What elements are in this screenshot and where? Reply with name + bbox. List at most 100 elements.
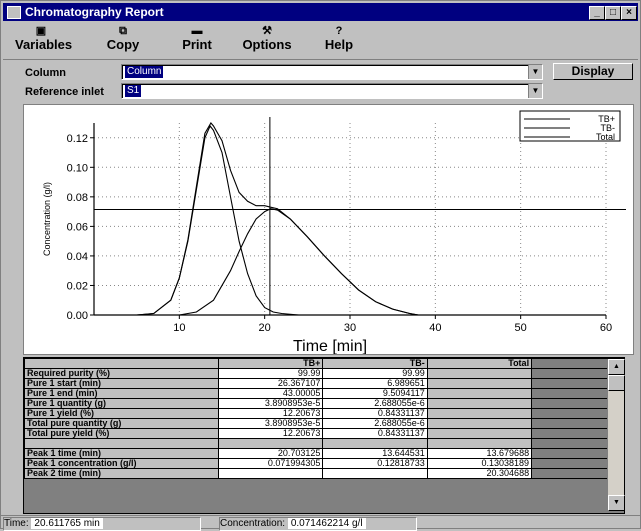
window-title: Chromatography Report (25, 5, 164, 19)
table-cell[interactable]: 20.703125 (217, 448, 324, 459)
y-tick-label: 0.04 (67, 251, 88, 263)
close-button[interactable]: × (621, 6, 637, 20)
row-label: Peak 2 time (min) (24, 468, 219, 479)
table-cell[interactable]: 0.84331137 (322, 428, 428, 439)
row-label: Peak 1 concentration (g/l) (24, 458, 219, 469)
table-cell[interactable]: 0.071994305 (217, 458, 324, 469)
row-label: Pure 1 quantity (g) (24, 398, 219, 409)
column-select[interactable]: Column ▼ (121, 64, 543, 80)
table-cell[interactable]: 6.989651 (322, 378, 428, 389)
table-cell[interactable] (426, 388, 533, 399)
row-label: Peak 1 time (min) (24, 448, 219, 459)
copy-icon: ⧉ (119, 25, 127, 37)
minimize-button[interactable]: _ (589, 6, 605, 20)
table-cell[interactable] (426, 438, 533, 449)
status-bar: Time: 20.611765 min Concentration: 0.071… (1, 515, 640, 531)
variables-button[interactable]: ▣ Variables (15, 25, 72, 52)
table-header-cell: TB- (322, 358, 428, 369)
scroll-down-icon[interactable]: ▼ (608, 495, 625, 511)
row-label: Pure 1 end (min) (24, 388, 219, 399)
options-button[interactable]: ⚒ Options (239, 25, 295, 52)
table-cell[interactable]: 2.688055e-6 (322, 398, 428, 409)
x-tick-label: 10 (173, 322, 185, 334)
help-label: Help (324, 37, 354, 52)
table-cell[interactable] (322, 468, 428, 479)
y-tick-label: 0.02 (67, 280, 88, 292)
chart-panel: 10 20 30 40 50 60 0.00 0.02 0.04 0.06 0.08 0.10 0.12… (23, 104, 634, 355)
series-line-total (136, 122, 419, 316)
table-cell[interactable] (426, 418, 533, 429)
reference-inlet-label: Reference inlet (25, 86, 104, 98)
row-label: Total pure yield (%) (24, 428, 219, 439)
table-cell[interactable] (426, 408, 533, 419)
copy-button[interactable]: ⧉ Copy (101, 25, 145, 52)
table-cell[interactable]: 0.84331137 (322, 408, 428, 419)
row-label: Required purity (%) (24, 368, 219, 379)
x-axis-label: Time [min] (293, 338, 367, 354)
x-tick-label: 60 (600, 322, 612, 334)
table-vertical-scrollbar[interactable]: ▲ ▼ (607, 359, 625, 511)
series-line-tb- (179, 208, 419, 316)
toolbar: ▣ Variables ⧉ Copy ▬ Print ⚒ Options ? H… (3, 23, 638, 60)
table-header-cell: TB+ (217, 358, 324, 369)
table-row: Pure 1 quantity (g) 3.8908953e-5 2.688055e… (24, 398, 624, 409)
y-axis-label: Concentration (g/l) (42, 182, 52, 256)
table-cell[interactable]: 0.13038189 (426, 458, 533, 469)
table-row: Pure 1 yield (%) 12.20673 0.84331137 (24, 408, 624, 419)
table-cell[interactable] (426, 428, 533, 439)
table-cell[interactable]: 12.20673 (217, 428, 324, 439)
options-label: Options (242, 37, 292, 52)
x-tick-label: 30 (344, 322, 356, 334)
reference-inlet-select[interactable]: S1 ▼ (121, 83, 543, 99)
status-time-value: 20.611765 min (31, 518, 103, 529)
y-tick-label: 0.06 (67, 221, 88, 233)
table-cell[interactable] (217, 468, 324, 479)
table-cell[interactable]: 99.99 (217, 368, 324, 379)
help-button[interactable]: ? Help (321, 25, 357, 52)
x-tick-label: 20 (259, 322, 271, 334)
table-row: Pure 1 end (min) 43.00005 9.5094117 (24, 388, 624, 399)
maximize-button[interactable]: □ (605, 6, 621, 20)
table-cell[interactable] (217, 438, 324, 449)
table-header-corner (24, 358, 219, 369)
row-label: Pure 1 start (min) (24, 378, 219, 389)
table-cell[interactable]: 26.367107 (217, 378, 324, 389)
table-cell[interactable]: 99.99 (322, 368, 428, 379)
table-cell[interactable] (426, 398, 533, 409)
y-tick-label: 0.08 (67, 192, 88, 204)
table-row: Peak 1 time (min) 20.703125 13.644531 13.67… (24, 448, 624, 459)
status-time-label: Time: (4, 518, 29, 529)
table-cell[interactable]: 13.644531 (322, 448, 428, 459)
status-concentration-value: 0.071462214 g/l (287, 518, 366, 529)
row-label (24, 438, 219, 449)
table-cell[interactable] (426, 368, 533, 379)
scroll-up-icon[interactable]: ▲ (608, 359, 625, 375)
table-cell[interactable]: 9.5094117 (322, 388, 428, 399)
table-cell[interactable] (426, 378, 533, 389)
table-cell[interactable]: 13.679688 (426, 448, 533, 459)
table-cell[interactable]: 3.8908953e-5 (217, 398, 324, 409)
row-label: Total pure quantity (g) (24, 418, 219, 429)
table-cell[interactable] (322, 438, 428, 449)
concentration-chart[interactable]: 10 20 30 40 50 60 0.00 0.02 0.04 0.06 0.08 0.10 0.12… (24, 105, 633, 355)
scroll-thumb[interactable] (608, 375, 625, 391)
legend-label: TB- (601, 123, 616, 133)
print-button[interactable]: ▬ Print (177, 25, 217, 52)
x-tick-label: 50 (515, 322, 527, 334)
table-cell[interactable]: 0.12818733 (322, 458, 428, 469)
row-label: Pure 1 yield (%) (24, 408, 219, 419)
column-dropdown-arrow-icon[interactable]: ▼ (528, 65, 542, 79)
x-tick-label: 40 (429, 322, 441, 334)
column-label: Column (25, 67, 66, 79)
display-button[interactable]: Display (553, 63, 633, 80)
column-select-value: Column (125, 66, 164, 78)
options-icon: ⚒ (262, 25, 272, 37)
table-cell[interactable]: 20.304688 (426, 468, 533, 479)
reference-dropdown-arrow-icon[interactable]: ▼ (528, 84, 542, 98)
table-cell[interactable]: 2.688055e-6 (322, 418, 428, 429)
table-cell[interactable]: 3.8908953e-5 (217, 418, 324, 429)
y-tick-label: 0.00 (67, 310, 88, 322)
table-header-row: TB+ TB- Total (24, 358, 624, 369)
table-cell[interactable]: 43.00005 (217, 388, 324, 399)
table-cell[interactable]: 12.20673 (217, 408, 324, 419)
